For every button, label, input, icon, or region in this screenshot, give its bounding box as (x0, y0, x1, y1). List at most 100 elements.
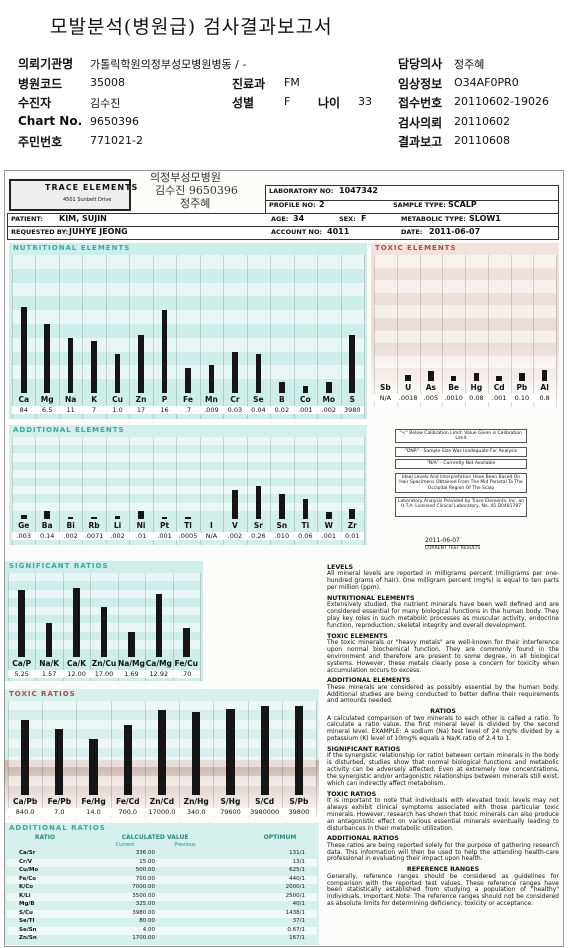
column-rule (90, 573, 92, 681)
bar-graphic (450, 375, 457, 381)
element-value: 1.0 (105, 406, 130, 414)
element-label: Ca/K (66, 659, 87, 668)
element-label: Se (253, 395, 264, 404)
bar-graphic (45, 623, 53, 657)
bar-graphic (294, 705, 303, 795)
explanation-heading: SIGNIFICANT RATIOS (327, 746, 401, 754)
section-title: NUTRITIONAL ELEMENTS (13, 244, 131, 252)
field-value: O34AF0PR0 (454, 75, 519, 89)
bar-graphic (91, 340, 97, 393)
element-value: 840.0 (8, 808, 43, 816)
element-label: Sn (276, 521, 288, 530)
ratio-value: 336.00 (135, 850, 155, 856)
band (8, 589, 200, 599)
lab-report: TRACE ELEMENTS 4501 Sunbelt Drive LEVELS… (4, 170, 564, 947)
band (12, 486, 364, 495)
report-label: DATE: (401, 228, 423, 236)
ratio-optimum: 40/1 (292, 901, 305, 907)
explanation-text: The toxic minerals or "heavy metals" are… (327, 638, 559, 674)
element-value: .010 (270, 532, 294, 540)
report-value: SCALP (448, 200, 477, 209)
element-value: .7 (176, 406, 200, 414)
element-value: 17 (129, 406, 153, 414)
bar-graphic (114, 354, 121, 393)
element-value: 12.92 (145, 670, 173, 678)
field-label: 주민번호 (18, 135, 63, 149)
report-label: ACCOUNT NO: (271, 228, 323, 236)
element-label: As (425, 383, 437, 392)
element-label: P (161, 395, 168, 404)
explanation-heading: ADDITIONAL RATIOS (327, 835, 399, 843)
bar-graphic (20, 514, 27, 519)
element-label: S/Cd (255, 797, 275, 806)
bar-graphic (325, 381, 332, 393)
element-value: 0.03 (223, 406, 247, 414)
bar-graphic (44, 510, 50, 519)
column-rule (176, 437, 178, 545)
column-rule (179, 701, 181, 817)
column-rule (176, 255, 178, 419)
column-rule (374, 255, 375, 407)
ratio-value: 7000.00 (132, 884, 155, 890)
column-rule (317, 437, 319, 545)
subcolumn-header: Previous (174, 842, 196, 848)
ratio-optimum: 440/1 (289, 875, 305, 882)
bar-graphic (496, 375, 502, 381)
section-title: SIGNIFICANT RATIOS (9, 562, 109, 570)
element-label: Mg (40, 395, 54, 404)
element-value: 0.01 (340, 532, 364, 540)
column-rule (396, 255, 398, 407)
band (374, 330, 556, 344)
column-rule (293, 255, 295, 419)
element-label: Ca (18, 395, 30, 404)
column-rule (316, 701, 317, 817)
explanation-heading: RATIOS (430, 708, 456, 716)
report-label: METABOLIC TYPE: (401, 215, 466, 223)
report-label: AGE: (271, 215, 289, 223)
ratio-name: Fe/Co (19, 875, 37, 882)
column-rule (76, 701, 78, 817)
legend-note: "N/A" - Currently Not Available (395, 459, 527, 469)
band (12, 453, 364, 462)
legend-note: "<" Below Calibration Limit: Value Given… (395, 429, 527, 443)
bar-graphic (405, 374, 411, 381)
explanation-text: Generally, reference ranges should be co… (327, 872, 559, 908)
handwritten-note: 정주혜 (180, 197, 211, 210)
explanation-heading: TOXIC ELEMENTS (327, 632, 388, 640)
bar-graphic (67, 516, 74, 519)
element-label: Cd (493, 383, 505, 392)
element-label: Mn (205, 395, 218, 404)
element-value: 5.25 (8, 670, 36, 678)
column-rule (442, 255, 444, 407)
explanation-heading: LEVELS (327, 564, 354, 571)
element-value: 0.10 (510, 394, 534, 402)
column-rule (200, 573, 201, 681)
column-rule (465, 255, 466, 407)
ratio-name: Ca/Sr (19, 850, 36, 856)
significant_ratios-panel: SIGNIFICANT RATIOS Ca/P 5.25 Na/K 1.57 Ca/K 12… (5, 561, 203, 681)
band (374, 255, 556, 268)
column-rule (117, 573, 119, 681)
explanation-text: It is important to note that individuals… (327, 797, 559, 832)
column-rule (364, 437, 365, 545)
column-rule (145, 573, 147, 681)
bar-graphic (208, 365, 215, 393)
element-value: N/A (374, 394, 397, 402)
element-label: V (232, 521, 238, 530)
element-value: .002 (58, 532, 83, 540)
row-band (7, 926, 317, 935)
ratio-optimum: 625/1 (289, 867, 305, 873)
element-value: 3980000 (247, 808, 282, 816)
column-rule (199, 437, 201, 545)
chart-date: 2011-06-07 (425, 537, 460, 544)
ratio-name: Cu/Mo (19, 867, 39, 873)
row-band (7, 858, 317, 867)
report-label: SEX: (339, 215, 356, 223)
field-value: 33 (358, 95, 372, 108)
element-label: Ni (136, 521, 146, 530)
field-label: Chart No. (18, 113, 83, 128)
element-value: .001 (293, 406, 318, 414)
element-label: W (324, 521, 333, 530)
field-value: 35008 (90, 75, 125, 89)
element-label: S/Pb (289, 797, 309, 806)
